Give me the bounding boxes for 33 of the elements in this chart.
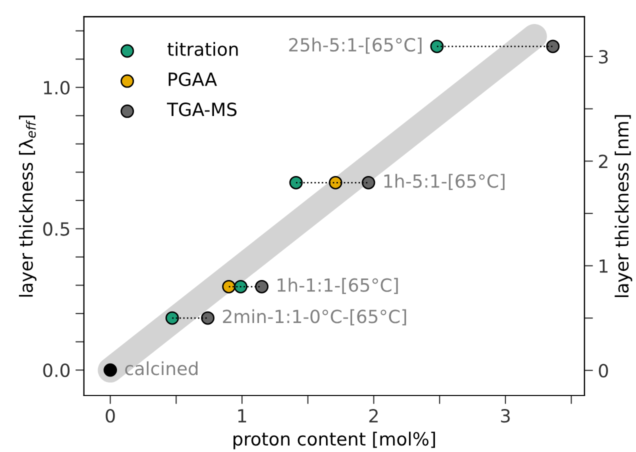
legend-label: PGAA [168,72,217,86]
x-axis-title: proton content [mol%] [234,432,435,450]
annotation: 25h-5:1-[65°C] [289,38,422,54]
annotation: calcined [125,361,198,376]
y-tick-label: 0.0 [43,364,70,378]
y-tick-label: 0.5 [43,222,70,236]
y2-axis-title: layer thickness [nm] [614,115,632,297]
point [255,280,268,294]
legend-label: titration [167,42,238,56]
y2-tick-label: 1 [600,259,608,273]
point [430,40,444,54]
y-axis-title: layer thickness [λ$_{eff}$] [18,116,36,297]
point [201,311,214,325]
point [165,311,179,325]
x-tick-label: 3 [501,409,510,423]
x-tick-label: 0 [106,409,115,423]
annotation: 2min-1:1-0°C-[65°C] [222,309,406,326]
point [362,176,376,190]
annotation: 1h-5:1-[65°C] [384,174,505,190]
x-tick-label: 2 [369,409,378,422]
point [234,280,248,294]
point [328,176,342,190]
y-tick-label: 1.0 [44,80,70,95]
y2-tick-label: 2 [599,154,608,168]
x-tick-label: 1 [238,409,246,422]
y2-tick-label: 3 [599,50,608,64]
point [289,176,303,190]
point [222,280,236,294]
legend-label: TGA-MS [166,102,237,116]
y2-tick-label: 0 [598,364,608,378]
point [104,363,118,377]
annotation: 1h-1:1-[65°C] [278,278,398,294]
point [546,40,560,54]
